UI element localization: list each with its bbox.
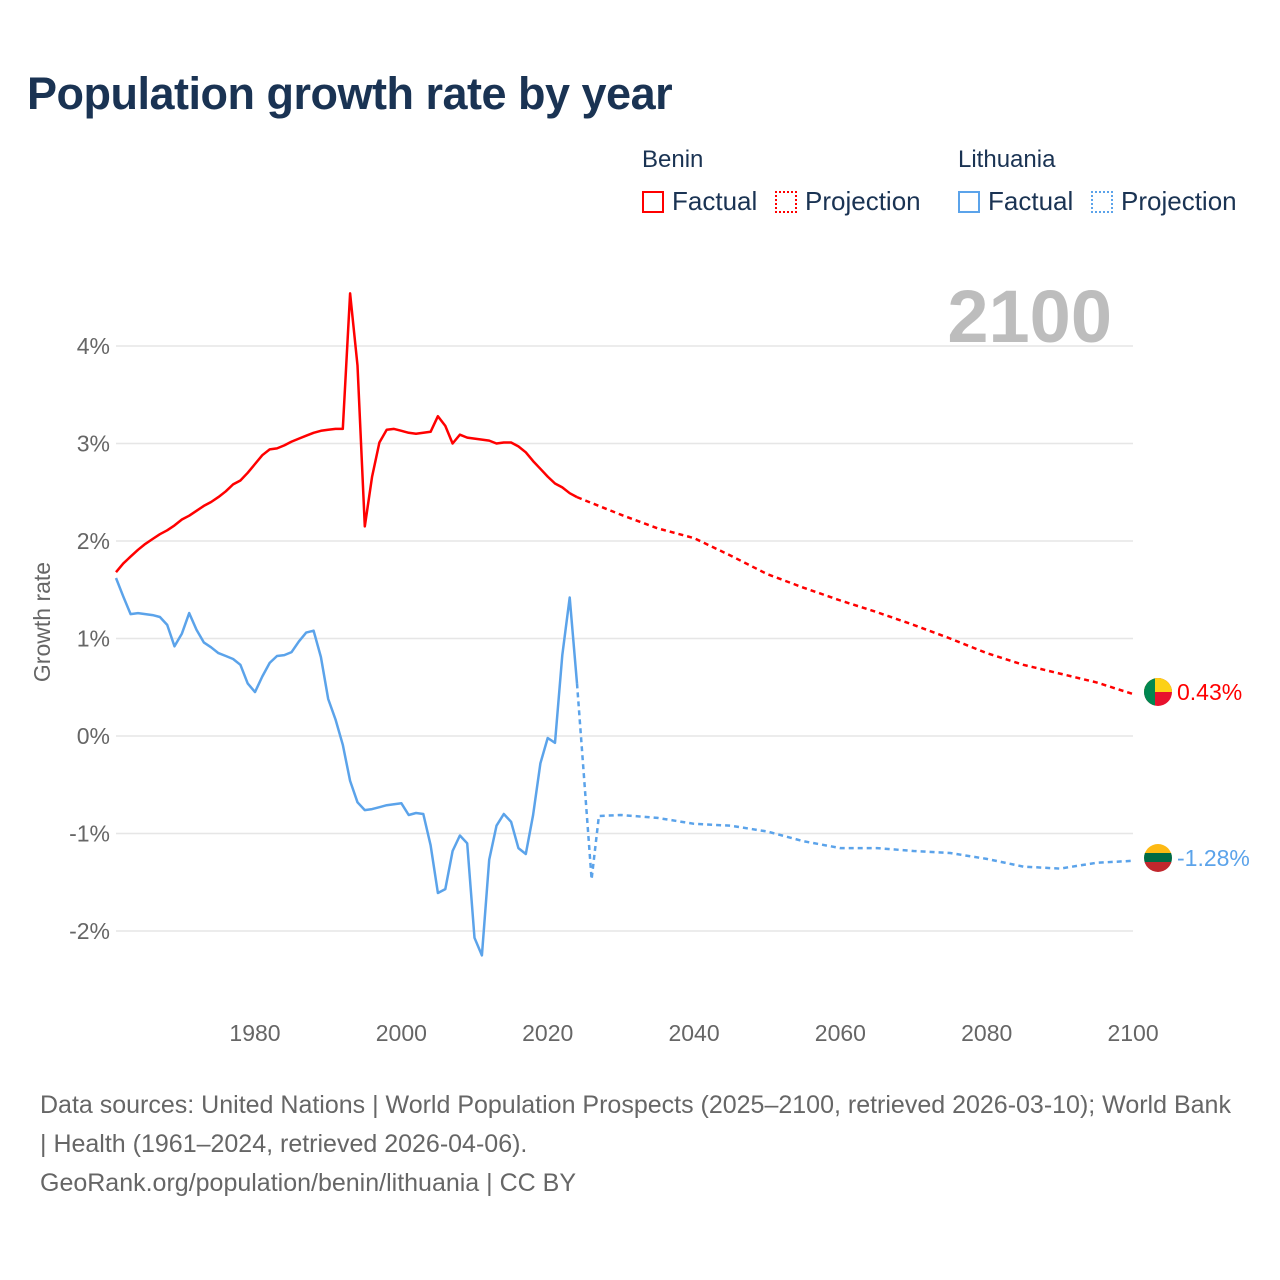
y-tick-label: 1%: [77, 626, 110, 652]
lithuania-factual-line: [114, 577, 579, 957]
dotted-swatch-icon: [775, 190, 797, 213]
y-axis-label: Growth rate: [29, 562, 55, 682]
y-tick-label: -2%: [69, 918, 110, 944]
legend-group-lithuania: Lithuania: [958, 146, 1056, 173]
data-sources: Data sources: United Nations | World Pop…: [40, 1091, 1231, 1158]
y-tick-label: -1%: [69, 821, 110, 847]
x-tick-label: 2040: [668, 1020, 719, 1046]
lithuania-end-label: -1.28%: [1177, 845, 1250, 871]
benin-factual-line: [115, 292, 578, 573]
legend-lithuania-factual[interactable]: Factual: [958, 186, 1073, 217]
x-tick-label: 1980: [229, 1020, 280, 1046]
plot-area: 4% 3% 2% 1% 0% -1% -2% 1980 2000 2020 2040 2060 2080…: [29, 275, 1250, 1046]
legend-benin-projection[interactable]: Projection: [775, 186, 921, 217]
benin-projection-line: [576, 495, 1134, 696]
y-tick-label: 4%: [77, 333, 110, 359]
legend-benin-factual[interactable]: Factual: [642, 186, 757, 217]
solid-swatch-icon: [642, 190, 664, 213]
dotted-swatch-icon: [1091, 190, 1113, 213]
year-watermark: 2100: [947, 275, 1112, 358]
y-tick-label: 2%: [77, 528, 110, 554]
legend-group-benin: Benin: [642, 146, 704, 173]
x-tick-label: 2100: [1107, 1020, 1158, 1046]
lithuania-projection-line: [575, 683, 1134, 880]
lithuania-flag-icon: [1144, 844, 1172, 872]
benin-end-label: 0.43%: [1177, 679, 1242, 705]
credit-link[interactable]: GeoRank.org/population/benin/lithuania |…: [40, 1169, 576, 1197]
benin-flag-icon: [1144, 678, 1172, 706]
legend-label: Factual: [672, 186, 758, 216]
x-tick-label: 2020: [522, 1020, 573, 1046]
solid-swatch-icon: [958, 190, 980, 213]
legend-label: Projection: [1121, 186, 1237, 216]
chart-title: Population growth rate by year: [27, 68, 673, 119]
legend-label: Projection: [805, 186, 921, 216]
x-tick-label: 2060: [815, 1020, 866, 1046]
legend-label: Factual: [988, 186, 1074, 216]
x-tick-label: 2080: [961, 1020, 1012, 1046]
x-tick-label: 2000: [376, 1020, 427, 1046]
y-tick-label: 3%: [77, 431, 110, 457]
y-tick-label: 0%: [77, 723, 110, 749]
legend-lithuania-projection[interactable]: Projection: [1091, 186, 1237, 217]
